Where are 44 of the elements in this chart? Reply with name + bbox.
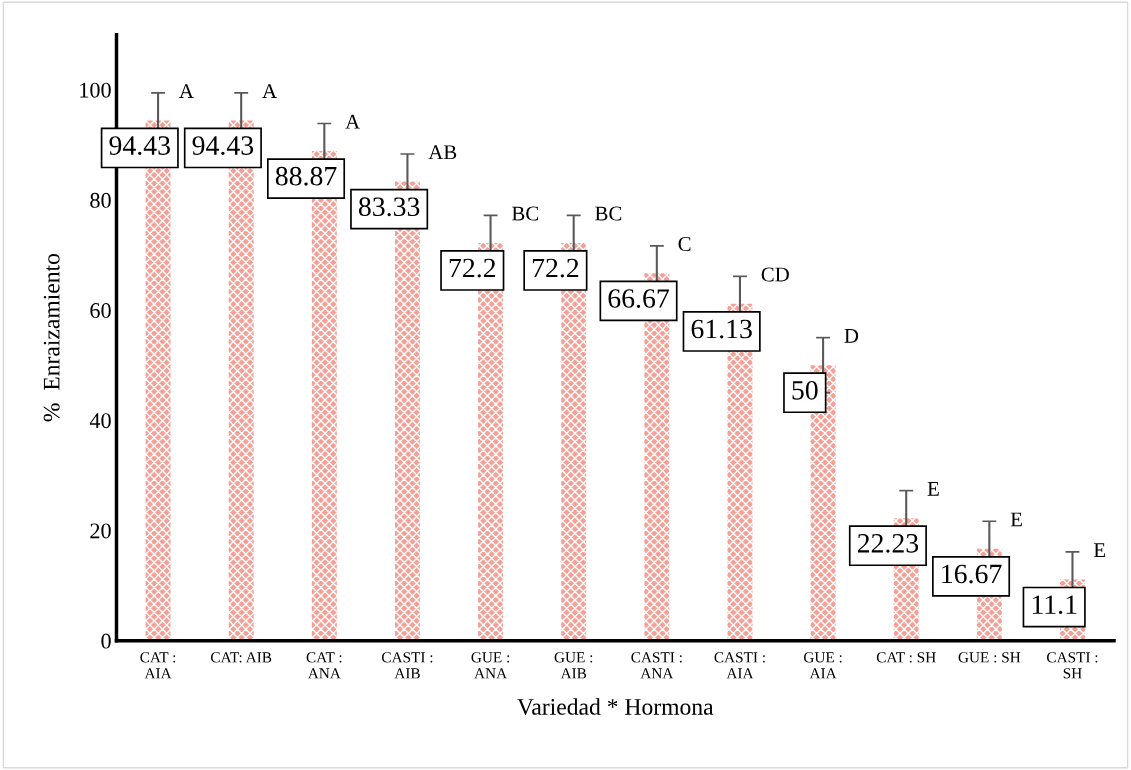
data-label: 88.87 xyxy=(275,166,337,186)
x-tick-label: CASTI : SH xyxy=(1047,652,1098,679)
y-tick-label: 100 xyxy=(80,82,111,98)
x-tick-label: CAT : ANA xyxy=(306,652,342,679)
x-tick-label: GUE : AIB xyxy=(554,652,593,679)
data-label: 11.1 xyxy=(1032,595,1077,615)
x-tick-label: GUE : AIA xyxy=(803,652,842,679)
annotation: E xyxy=(1010,512,1022,527)
x-tick-label: CASTI : ANA xyxy=(631,652,682,679)
x-tick-label: GUE : ANA xyxy=(471,652,510,679)
y-tick-label: 0 xyxy=(101,633,111,649)
annotation: BC xyxy=(512,206,539,221)
x-tick-label: GUE : SH xyxy=(958,652,1021,663)
y-tick-label: 20 xyxy=(90,523,111,539)
annotation: D xyxy=(844,329,859,343)
x-tick-label: CAT : SH xyxy=(876,652,936,663)
data-label: 50 xyxy=(792,380,818,400)
data-label: 94.43 xyxy=(109,136,170,156)
y-tick-label: 40 xyxy=(89,413,111,429)
x-axis-title: Variedad * Hormona xyxy=(517,698,714,715)
annotation: E xyxy=(927,482,939,496)
y-tick-label: 60 xyxy=(90,303,111,319)
x-tick-label: CASTI : AIB xyxy=(381,652,433,679)
annotation: AB xyxy=(428,145,457,160)
x-tick-label: CAT : AIA xyxy=(140,652,176,679)
annotation: E xyxy=(1093,543,1105,557)
data-label: 61.13 xyxy=(691,319,752,339)
annotation: A xyxy=(179,84,194,98)
y-tick-label: 80 xyxy=(90,192,111,208)
data-label: 22.23 xyxy=(857,534,919,553)
annotation: CD xyxy=(761,267,789,282)
y-axis-title: % Enraizamiento xyxy=(43,253,60,422)
data-label: 72.2 xyxy=(449,258,496,278)
annotation: BC xyxy=(595,206,622,221)
annotation: A xyxy=(345,114,361,129)
data-label: 83.33 xyxy=(358,197,420,217)
data-label: 16.67 xyxy=(942,564,1002,584)
annotation: C xyxy=(678,237,691,252)
data-label: 66.67 xyxy=(608,289,669,308)
data-label: 72.2 xyxy=(532,258,579,278)
x-tick-label: CASTI : AIA xyxy=(714,652,765,679)
annotation: A xyxy=(262,84,277,98)
data-label: 94.43 xyxy=(192,136,254,156)
x-tick-label: CAT: AIB xyxy=(211,652,272,663)
